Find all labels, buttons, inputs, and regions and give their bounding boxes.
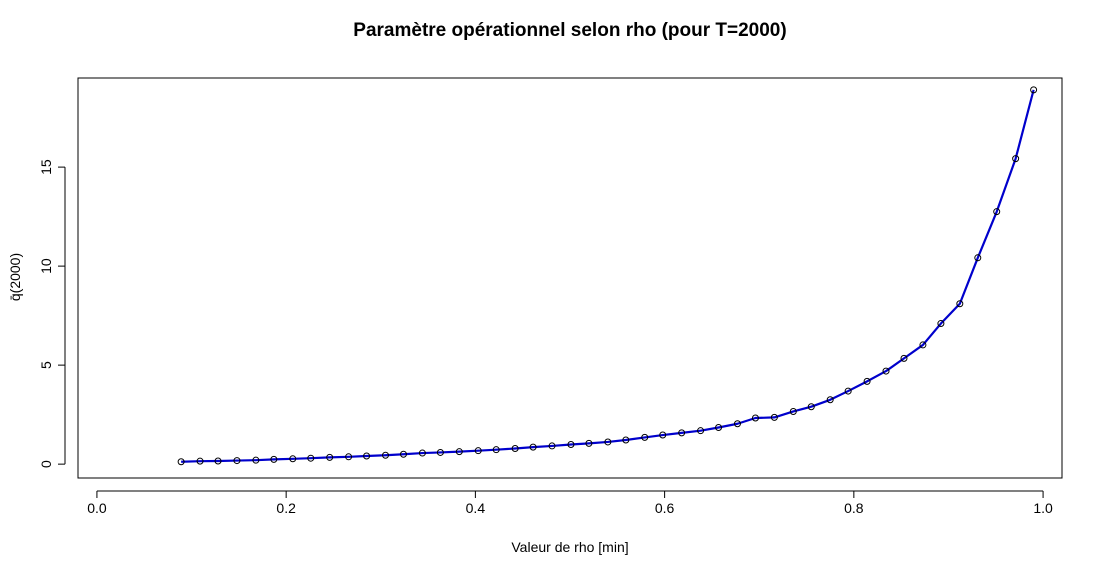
- x-axis: 0.0 0.2 0.4 0.6 0.8 1.0: [87, 490, 1053, 516]
- data-point: [789, 407, 797, 415]
- data-point: [844, 387, 852, 395]
- data-point: [196, 457, 204, 465]
- x-tick-label: 0.2: [276, 500, 296, 516]
- data-point: [807, 403, 815, 411]
- data-point: [529, 443, 537, 451]
- data-point: [418, 449, 426, 457]
- y-tick-label: 10: [38, 258, 54, 274]
- data-point: [956, 300, 964, 308]
- data-point: [345, 453, 353, 461]
- data-point: [770, 413, 778, 421]
- data-point: [363, 452, 371, 460]
- data-point: [826, 396, 834, 404]
- chart-title: Paramètre opérationnel selon rho (pour T…: [353, 20, 786, 41]
- data-point: [177, 458, 185, 466]
- data-point: [214, 457, 222, 465]
- data-point: [604, 438, 612, 446]
- data-point: [974, 254, 982, 262]
- series-line: [181, 89, 1035, 463]
- data-point: [715, 424, 723, 432]
- data-point: [326, 453, 334, 461]
- data-point: [678, 429, 686, 437]
- data-point: [548, 442, 556, 450]
- data-point: [307, 454, 315, 462]
- series-group: [177, 86, 1038, 466]
- y-tick-label: 5: [38, 361, 54, 369]
- data-point: [436, 448, 444, 456]
- data-point: [270, 455, 278, 463]
- data-point: [937, 320, 945, 328]
- data-point: [659, 431, 667, 439]
- data-point: [882, 367, 890, 375]
- x-tick-label: 0.0: [87, 500, 107, 516]
- x-tick-label: 0.4: [466, 500, 486, 516]
- data-point: [511, 444, 519, 452]
- data-point: [455, 448, 463, 456]
- data-point: [492, 446, 500, 454]
- x-tick-label: 0.8: [844, 500, 864, 516]
- data-point: [252, 456, 260, 464]
- data-point: [567, 441, 575, 449]
- data-point: [382, 451, 389, 459]
- data-point: [733, 420, 741, 428]
- data-point: [474, 447, 482, 455]
- data-point: [993, 208, 1001, 216]
- x-tick-label: 0.6: [655, 500, 675, 516]
- x-axis-label: Valeur de rho [min]: [511, 539, 628, 555]
- data-point: [1012, 155, 1020, 163]
- data-point: [697, 427, 705, 435]
- data-point: [399, 450, 407, 458]
- data-point: [622, 436, 630, 444]
- data-point: [863, 377, 871, 385]
- data-point: [900, 354, 908, 362]
- data-point: [289, 455, 297, 463]
- plot-frame: [77, 77, 1063, 479]
- data-point: [585, 439, 593, 447]
- data-point: [919, 341, 927, 349]
- y-axis: 0 5 10 15: [38, 159, 66, 468]
- x-tick-label: 1.0: [1033, 500, 1053, 516]
- y-tick-label: 15: [38, 159, 54, 175]
- y-tick-label: 0: [38, 460, 54, 468]
- data-point: [1030, 86, 1038, 94]
- data-point: [641, 433, 649, 441]
- y-axis-label: q̄(2000): [7, 253, 23, 301]
- data-point: [233, 457, 241, 465]
- data-point: [751, 414, 759, 422]
